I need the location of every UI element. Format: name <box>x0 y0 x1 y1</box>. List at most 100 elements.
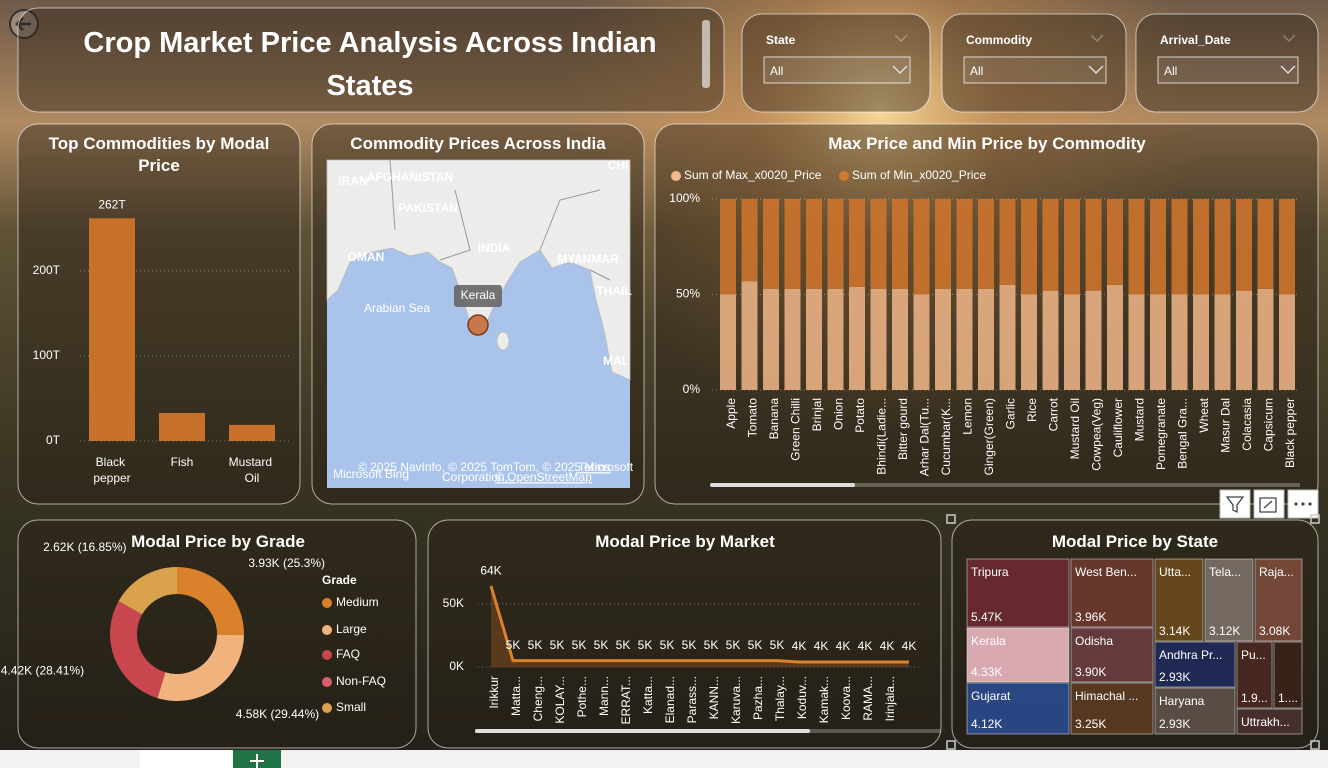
tile-value: 4.33K <box>971 665 1002 679</box>
x-tick-label: Mann... <box>597 676 611 716</box>
bar-segment <box>1257 199 1274 289</box>
bar-segment <box>849 286 865 390</box>
legend-label: Sum of Min_x0020_Price <box>852 168 986 182</box>
x-tick-label: Pothe... <box>575 676 589 717</box>
bar-segment <box>978 288 994 390</box>
bar-segment <box>956 288 973 390</box>
filter-dropdown[interactable] <box>1157 56 1299 84</box>
bar-segment <box>763 288 779 390</box>
data-label: 5K <box>506 638 521 652</box>
page-tab[interactable] <box>140 750 232 768</box>
treemap-tile[interactable] <box>966 558 1070 628</box>
bar <box>229 424 275 441</box>
bar-segment <box>913 294 930 390</box>
chart-title: Top Commodities by Modal Price <box>48 134 270 175</box>
map-attribution: © 2025 NavInfo, © 2025 TomTom, © 2025 Mi… <box>358 460 634 474</box>
tile-value: 5.47K <box>971 610 1002 624</box>
filter-label: State <box>766 33 796 47</box>
bar-segment <box>806 288 822 390</box>
bar-segment <box>1279 199 1295 295</box>
filter-glyph <box>1225 496 1245 514</box>
y-tick-label: 0K <box>449 659 464 673</box>
donut-segment <box>118 567 177 615</box>
tile-value: 3.08K <box>1259 624 1290 638</box>
x-tick-label: Irikkur <box>487 676 501 709</box>
treemap-tile[interactable] <box>966 627 1070 683</box>
filter-dropdown[interactable] <box>963 56 1107 84</box>
bar-segment <box>1042 199 1059 291</box>
data-label: 3.93K (25.3%) <box>248 556 325 570</box>
bar-segment <box>1085 199 1102 291</box>
treemap-tile[interactable] <box>1236 641 1273 709</box>
more-icon[interactable] <box>1287 489 1319 519</box>
tile-value: 4.12K <box>971 717 1002 731</box>
data-label: 4K <box>880 639 895 653</box>
bar-segment <box>806 199 822 289</box>
bar-segment <box>892 199 908 289</box>
treemap-tile[interactable] <box>1273 641 1303 709</box>
map-label: MYANMAR <box>557 252 619 266</box>
map-attribution: © OpenStreetMap <box>495 470 592 484</box>
legend-marker <box>322 677 332 687</box>
tile-label: Odisha <box>1075 634 1113 648</box>
y-tick-label: 100% <box>669 191 700 205</box>
x-tick-label: Bengal Gra... <box>1176 398 1190 469</box>
filter-label: Arrival_Date <box>1160 33 1231 47</box>
treemap-tile[interactable] <box>1070 627 1154 683</box>
bar-segment <box>1150 294 1166 390</box>
treemap-tile[interactable] <box>1070 682 1154 735</box>
x-tick-label: Bitter gourd <box>896 398 910 460</box>
treemap-tile[interactable] <box>966 682 1070 735</box>
bar-segment <box>741 199 758 282</box>
x-tick-label: Brinjal <box>810 398 824 431</box>
bar-segment <box>956 199 973 289</box>
bar-segment <box>1042 290 1059 390</box>
x-tick-label: Banana <box>767 398 781 440</box>
bar-segment <box>1107 199 1123 285</box>
legend-marker <box>322 650 332 660</box>
treemap-tile[interactable] <box>1204 558 1254 642</box>
x-tick-label: Kamak... <box>817 676 831 723</box>
map-label: OMAN <box>348 250 385 264</box>
x-tick-label: KOLAY... <box>553 676 567 724</box>
x-tick-label: Cowpea(Veg) <box>1090 398 1104 471</box>
bar-segment <box>1021 294 1037 390</box>
x-tick-label: Onion <box>832 398 846 430</box>
x-tick-label: Cauliflower <box>1111 398 1125 457</box>
bar-segment <box>849 199 865 287</box>
x-tick-label: RAMA... <box>861 676 875 721</box>
map-label: PAKISTAN <box>398 201 458 215</box>
filter-dropdown[interactable] <box>763 56 911 84</box>
treemap-tile[interactable] <box>1154 641 1236 688</box>
more-dot <box>1294 502 1298 506</box>
x-tick-label: Mustard <box>1133 398 1147 441</box>
filter-card <box>941 13 1127 113</box>
donut-segment <box>177 567 244 636</box>
map-borders <box>389 159 611 281</box>
map-label: Arabian Sea <box>364 301 430 315</box>
map-bubble[interactable] <box>467 314 489 336</box>
filter-icon[interactable] <box>1219 489 1251 519</box>
treemap-tile[interactable] <box>1254 558 1303 642</box>
x-tick-label: Karuva... <box>729 676 743 724</box>
tile-value: 1.9... <box>1241 691 1268 705</box>
treemap-tile[interactable] <box>1154 687 1236 735</box>
treemap-tile[interactable] <box>1154 558 1204 642</box>
bar-segment <box>1193 199 1209 295</box>
x-tick-label: Capsicum <box>1262 398 1276 451</box>
bar-segment <box>1085 290 1102 390</box>
map-label: AFGHANISTAN <box>367 170 453 184</box>
data-label: 4.42K (28.41%) <box>1 663 84 677</box>
more-dot <box>1308 502 1312 506</box>
x-tick-label: Wheat <box>1197 397 1211 432</box>
x-tick-label: Tomato <box>746 398 760 438</box>
bar-segment <box>1128 199 1145 295</box>
treemap-tile[interactable] <box>1070 558 1154 628</box>
tile-label: Uttrakh... <box>1241 715 1290 729</box>
selection-handle <box>946 740 956 750</box>
y-tick-label: 0T <box>46 433 61 447</box>
treemap-tile[interactable] <box>1236 708 1303 735</box>
bar-segment <box>870 288 887 390</box>
tile-label: Haryana <box>1159 694 1205 708</box>
